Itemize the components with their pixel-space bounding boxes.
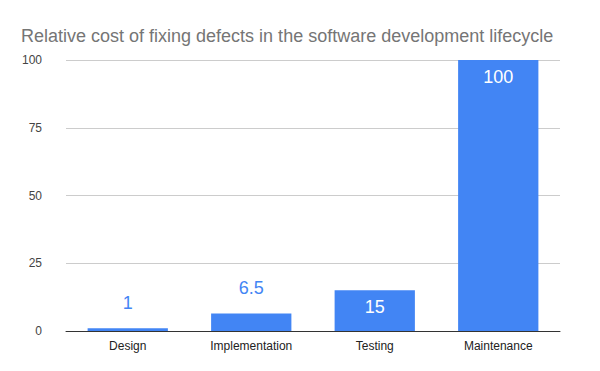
svg-text:100: 100 xyxy=(483,67,513,87)
svg-text:Design: Design xyxy=(109,339,146,353)
svg-text:0: 0 xyxy=(35,324,42,338)
svg-text:50: 50 xyxy=(29,189,43,203)
svg-text:Relative cost of fixing defect: Relative cost of fixing defects in the s… xyxy=(21,26,553,46)
svg-text:Maintenance: Maintenance xyxy=(464,339,533,353)
svg-text:100: 100 xyxy=(22,53,42,67)
svg-text:Testing: Testing xyxy=(356,339,394,353)
svg-text:6.5: 6.5 xyxy=(239,278,264,298)
svg-text:15: 15 xyxy=(365,297,385,317)
svg-text:75: 75 xyxy=(29,121,43,135)
svg-text:Implementation: Implementation xyxy=(210,339,292,353)
svg-text:1: 1 xyxy=(123,293,133,313)
svg-text:25: 25 xyxy=(29,256,43,270)
